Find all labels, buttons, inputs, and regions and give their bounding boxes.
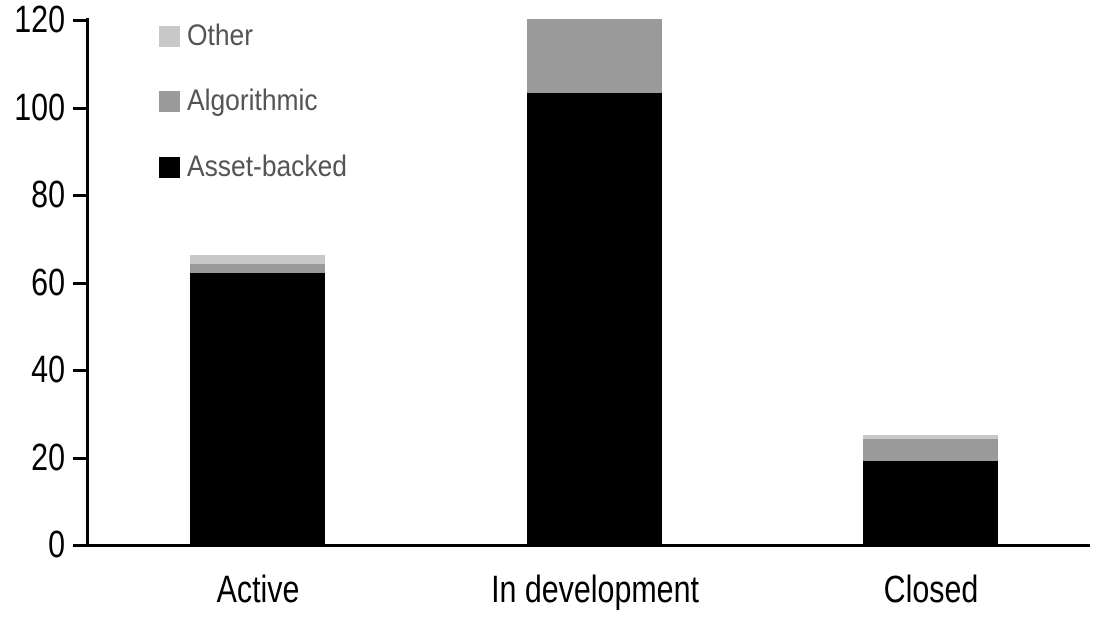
bar-segment-in-development-algorithmic: [527, 19, 662, 94]
bar-segment-closed-algorithmic: [863, 439, 998, 461]
legend-item-algorithmic: Algorithmic: [159, 86, 335, 116]
y-tick-label: 120: [14, 0, 65, 41]
bar-segment-in-development-asset-backed: [527, 93, 662, 544]
legend-label: Algorithmic: [187, 84, 318, 117]
y-tick-label: 80: [31, 174, 65, 216]
legend-swatch-asset-backed: [159, 156, 180, 178]
bar-segment-active-asset-backed: [190, 272, 325, 544]
bar-segment-active-other: [190, 255, 325, 264]
legend-swatch-algorithmic: [159, 90, 180, 112]
y-tick-label: 100: [14, 86, 65, 129]
y-tick-label: 60: [31, 261, 65, 304]
y-tick-mark: [73, 19, 86, 22]
y-tick-mark: [73, 106, 86, 110]
y-axis-line: [86, 18, 89, 547]
category-label-in-development: In development: [490, 569, 699, 611]
bar-segment-closed-other: [863, 434, 998, 439]
y-tick-label: 0: [48, 524, 65, 566]
y-tick-mark: [73, 456, 86, 460]
legend-label: Other: [187, 19, 254, 52]
y-tick-mark: [73, 194, 86, 197]
category-label-active: Active: [216, 569, 299, 611]
legend-label: Asset-backed: [187, 150, 347, 183]
y-tick-label: 20: [31, 436, 65, 479]
y-tick-mark: [73, 369, 86, 372]
y-tick-mark: [73, 281, 86, 285]
y-tick-mark: [73, 544, 86, 547]
x-axis-line: [86, 544, 1090, 547]
category-label-closed: Closed: [883, 569, 978, 611]
bar-segment-active-algorithmic: [190, 264, 325, 273]
bar-segment-closed-asset-backed: [863, 460, 998, 544]
y-tick-label: 40: [31, 349, 65, 391]
legend-swatch-other: [159, 25, 180, 47]
legend-item-other: Other: [159, 21, 262, 51]
legend-item-asset-backed: Asset-backed: [159, 152, 369, 182]
